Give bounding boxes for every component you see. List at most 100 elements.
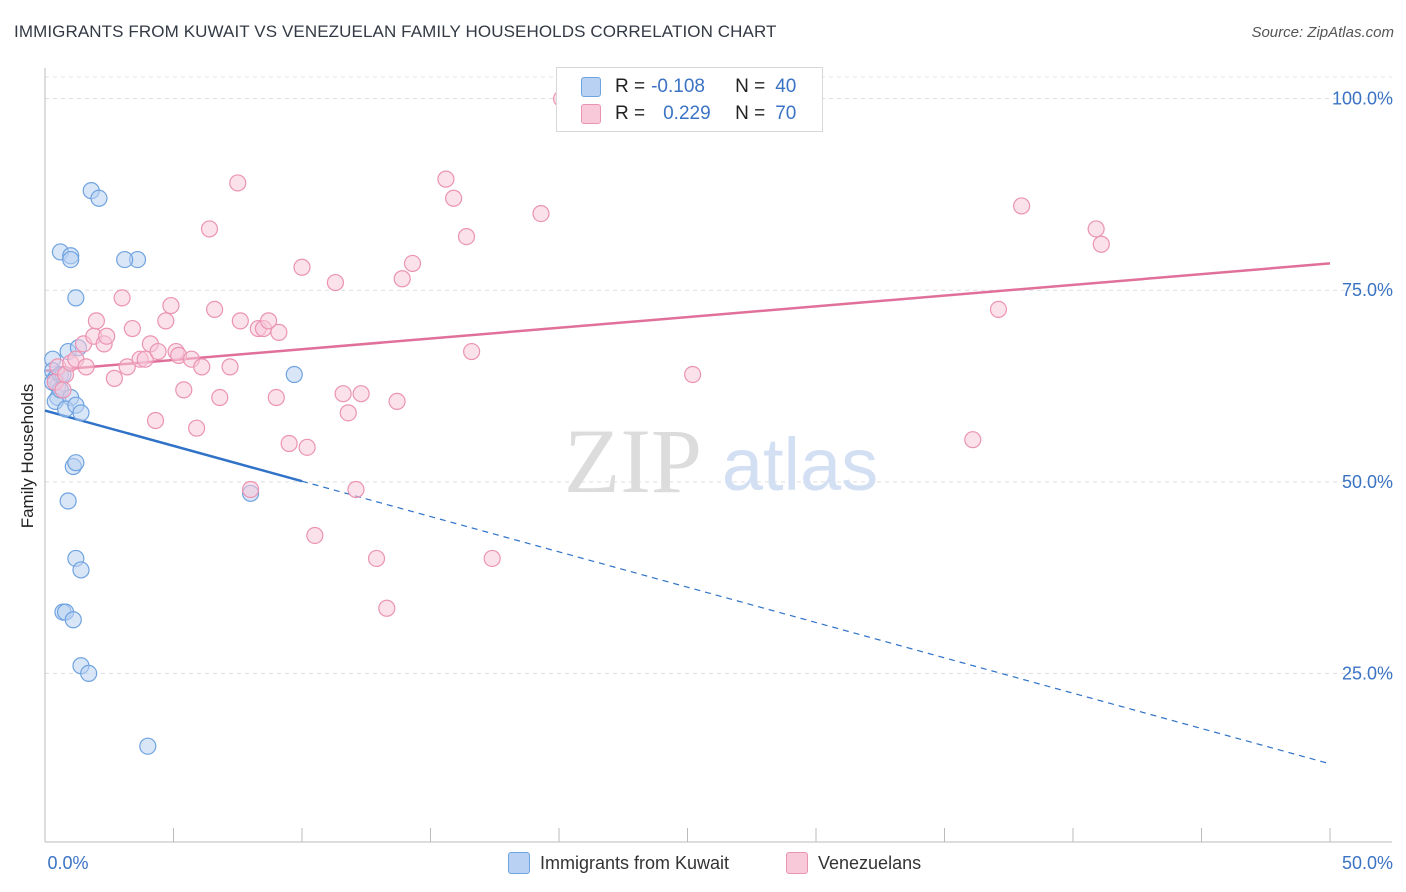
- watermark: ZIP atlas: [564, 410, 878, 512]
- venez-r-value: 0.229: [663, 103, 711, 124]
- chart-source: Source: ZipAtlas.com: [1251, 24, 1394, 41]
- watermark-zip: ZIP: [564, 410, 702, 512]
- point-venez: [964, 431, 982, 449]
- point-venez: [98, 327, 116, 345]
- point-kuwait: [72, 561, 90, 579]
- point-kuwait: [116, 250, 134, 269]
- legend-venez-label: Venezuelans: [818, 852, 922, 873]
- y-axis-label: Family Households: [18, 383, 37, 529]
- legend-kuwait-label: Immigrants from Kuwait: [540, 852, 730, 873]
- point-kuwait: [64, 611, 82, 629]
- point-venez: [77, 358, 95, 376]
- venez-n-value: 70: [775, 103, 797, 124]
- trend-line-kuwait-extension: [301, 480, 1331, 765]
- venez-n-label: N =: [735, 103, 766, 124]
- y-tick-label: 100.0%: [1332, 89, 1393, 109]
- y-tick-label: 50.0%: [1342, 472, 1393, 492]
- point-venez: [87, 312, 106, 330]
- legend-kuwait-swatch: [508, 852, 530, 874]
- point-venez: [532, 205, 550, 223]
- kuwait-n-label: N =: [735, 76, 766, 97]
- point-venez: [483, 549, 501, 568]
- point-kuwait: [285, 365, 303, 384]
- point-venez: [1087, 220, 1105, 238]
- venez-r-label: R =: [615, 103, 646, 124]
- point-venez: [267, 388, 285, 407]
- venez-swatch: [581, 104, 601, 124]
- point-venez: [334, 385, 352, 403]
- point-kuwait: [90, 189, 108, 207]
- tick-labels: 25.0% 50.0% 75.0% 100.0% 0.0% 50.0%: [47, 89, 1393, 873]
- point-venez: [367, 549, 386, 568]
- point-kuwait: [59, 492, 77, 510]
- point-venez: [123, 319, 141, 338]
- y-tick-label: 75.0%: [1342, 280, 1393, 300]
- stats-row-venez: R = 0.229 N = 70: [581, 103, 796, 125]
- point-kuwait: [72, 404, 90, 422]
- point-venez: [684, 365, 702, 384]
- point-venez: [211, 388, 229, 407]
- chart-title: IMMIGRANTS FROM KUWAIT VS VENEZUELAN FAM…: [14, 22, 777, 41]
- kuwait-r-label: R =: [615, 76, 646, 97]
- point-venez: [136, 350, 154, 368]
- point-venez: [206, 300, 224, 318]
- axes: [44, 68, 1392, 843]
- point-venez: [298, 438, 316, 456]
- point-venez: [200, 220, 219, 238]
- point-venez: [457, 227, 476, 246]
- data-points: [44, 90, 1110, 755]
- x-tick-label-max: 50.0%: [1342, 853, 1393, 873]
- point-venez: [388, 392, 406, 410]
- kuwait-r-value: -0.108: [651, 76, 705, 97]
- point-kuwait: [62, 250, 80, 269]
- point-venez: [403, 254, 422, 273]
- point-kuwait: [67, 289, 85, 307]
- point-venez: [231, 312, 249, 330]
- point-venez: [347, 480, 365, 499]
- gridlines: [45, 76, 1392, 674]
- stats-row-kuwait: R = -0.108 N = 40: [581, 76, 796, 98]
- x-tick-label-min: 0.0%: [47, 853, 88, 873]
- point-venez: [242, 480, 260, 499]
- point-venez: [157, 312, 175, 330]
- point-kuwait: [139, 737, 157, 755]
- watermark-atlas: atlas: [722, 423, 878, 506]
- legend-item-kuwait[interactable]: Immigrants from Kuwait: [508, 852, 729, 874]
- point-venez: [113, 289, 131, 307]
- point-venez: [1092, 235, 1110, 253]
- point-venez: [306, 526, 324, 545]
- point-venez: [162, 296, 180, 315]
- point-venez: [463, 342, 481, 361]
- point-venez: [339, 404, 357, 422]
- point-venez: [393, 270, 411, 288]
- point-venez: [229, 174, 247, 192]
- point-venez: [437, 170, 455, 188]
- point-venez: [989, 300, 1008, 318]
- point-venez: [105, 369, 123, 387]
- point-kuwait: [80, 664, 98, 683]
- trend-lines: [44, 262, 1331, 765]
- point-venez: [378, 599, 396, 617]
- point-venez: [193, 358, 211, 376]
- point-venez: [326, 273, 345, 292]
- kuwait-n-value: 40: [775, 76, 797, 97]
- point-venez: [259, 312, 278, 330]
- point-venez: [1012, 197, 1031, 215]
- point-venez: [118, 358, 136, 376]
- point-venez: [270, 323, 288, 341]
- trend-line-venez: [44, 262, 1331, 372]
- y-tick-label: 25.0%: [1342, 663, 1393, 683]
- point-venez: [221, 358, 239, 376]
- point-venez: [175, 381, 193, 399]
- trend-line-kuwait: [44, 409, 303, 483]
- point-venez: [280, 434, 298, 453]
- legend-item-venez[interactable]: Venezuelans: [786, 852, 921, 874]
- point-venez: [149, 342, 167, 361]
- point-venez: [352, 385, 370, 403]
- point-venez: [146, 411, 165, 430]
- point-venez: [188, 419, 206, 437]
- stats-legend: R = -0.108 N = 40 R = 0.229 N = 70: [556, 67, 823, 132]
- point-venez: [445, 189, 463, 207]
- kuwait-swatch: [581, 77, 601, 97]
